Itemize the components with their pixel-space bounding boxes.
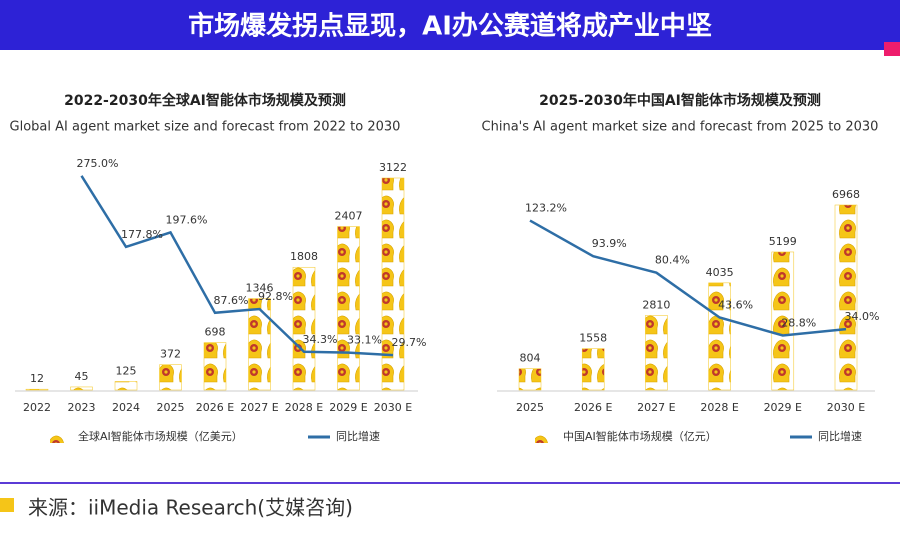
source: 来源：iiMedia Research(艾媒咨询) xyxy=(28,496,353,520)
chart-title: 2022-2030年全球AI智能体市场规模及预测 xyxy=(64,92,346,109)
accent xyxy=(0,498,14,512)
x-tick-label: 2025 xyxy=(516,401,544,414)
bar xyxy=(518,368,542,391)
data-label: 1808 xyxy=(290,250,318,263)
growth-line xyxy=(80,175,394,357)
header-band xyxy=(0,0,900,50)
chart-subtitle: China's AI agent market size and forecas… xyxy=(482,120,879,135)
data-label: 177.8% xyxy=(121,228,163,241)
slide-title: 市场爆发拐点显现，AI办公赛道将成产业中坚 xyxy=(188,11,712,42)
data-label: 34.0% xyxy=(845,310,880,323)
legend-swatch xyxy=(535,431,553,443)
x-tick-label: 2024 xyxy=(112,401,140,414)
growth-line xyxy=(529,219,847,337)
data-label: 87.6% xyxy=(214,294,249,307)
bar xyxy=(834,204,858,391)
legend-label: 同比增速 xyxy=(336,429,380,443)
data-label: 29.7% xyxy=(392,336,427,349)
data-label: 197.6% xyxy=(166,213,208,226)
data-label: 45 xyxy=(75,370,89,383)
bar xyxy=(203,342,227,391)
x-tick-label: 2022 xyxy=(23,401,51,414)
data-label: 5199 xyxy=(769,235,797,248)
data-label: 125 xyxy=(116,365,137,378)
x-tick-label: 2028 E xyxy=(285,401,323,414)
accent xyxy=(884,42,900,56)
x-tick-label: 2029 E xyxy=(764,401,802,414)
data-label: 2407 xyxy=(335,210,363,223)
data-label: 4035 xyxy=(706,266,734,279)
data-label: 12 xyxy=(30,372,44,385)
bar xyxy=(771,251,795,391)
data-label: 123.2% xyxy=(525,202,567,215)
data-label: 3122 xyxy=(379,161,407,174)
bar xyxy=(381,177,405,391)
bar xyxy=(159,364,182,391)
bar xyxy=(70,386,93,391)
bar xyxy=(25,388,49,391)
bar xyxy=(708,282,731,391)
data-label: 1558 xyxy=(579,332,607,345)
legend-label: 同比增速 xyxy=(818,429,862,443)
bar xyxy=(114,381,138,391)
x-tick-label: 2028 E xyxy=(700,401,738,414)
data-label: 372 xyxy=(160,348,181,361)
data-label: 1346 xyxy=(246,282,274,295)
data-label: 33.1% xyxy=(347,334,382,347)
bar xyxy=(292,266,316,391)
data-label: 80.4% xyxy=(655,254,690,267)
data-label: 93.9% xyxy=(592,237,627,250)
data-label: 698 xyxy=(205,326,226,339)
x-tick-label: 2030 E xyxy=(827,401,865,414)
data-label: 34.3% xyxy=(303,333,338,346)
data-label: 28.8% xyxy=(781,316,816,329)
x-tick-label: 2027 E xyxy=(637,401,675,414)
x-tick-label: 2026 E xyxy=(196,401,234,414)
x-tick-label: 2030 E xyxy=(374,401,412,414)
chart-title: 2025-2030年中国AI智能体市场规模及预测 xyxy=(539,92,821,109)
data-label: 804 xyxy=(520,352,541,365)
x-tick-label: 2023 xyxy=(68,401,96,414)
data-label: 6968 xyxy=(832,188,860,201)
x-tick-label: 2025 xyxy=(157,401,185,414)
data-label: 275.0% xyxy=(77,157,119,170)
x-tick-label: 2027 E xyxy=(240,401,278,414)
legend-swatch xyxy=(50,431,68,443)
bar xyxy=(248,298,271,391)
legend-label: 中国AI智能体市场规模（亿元） xyxy=(563,429,717,443)
data-label: 43.6% xyxy=(718,298,753,311)
x-tick-label: 2029 E xyxy=(329,401,367,414)
bar xyxy=(581,348,605,391)
legend-label: 全球AI智能体市场规模（亿美元） xyxy=(78,429,243,443)
x-tick-label: 2026 E xyxy=(574,401,612,414)
chart-subtitle: Global AI agent market size and forecast… xyxy=(10,120,401,135)
bar xyxy=(645,315,668,391)
data-label: 2810 xyxy=(642,298,670,311)
data-label: 92.8% xyxy=(258,290,293,303)
bar xyxy=(337,226,360,391)
